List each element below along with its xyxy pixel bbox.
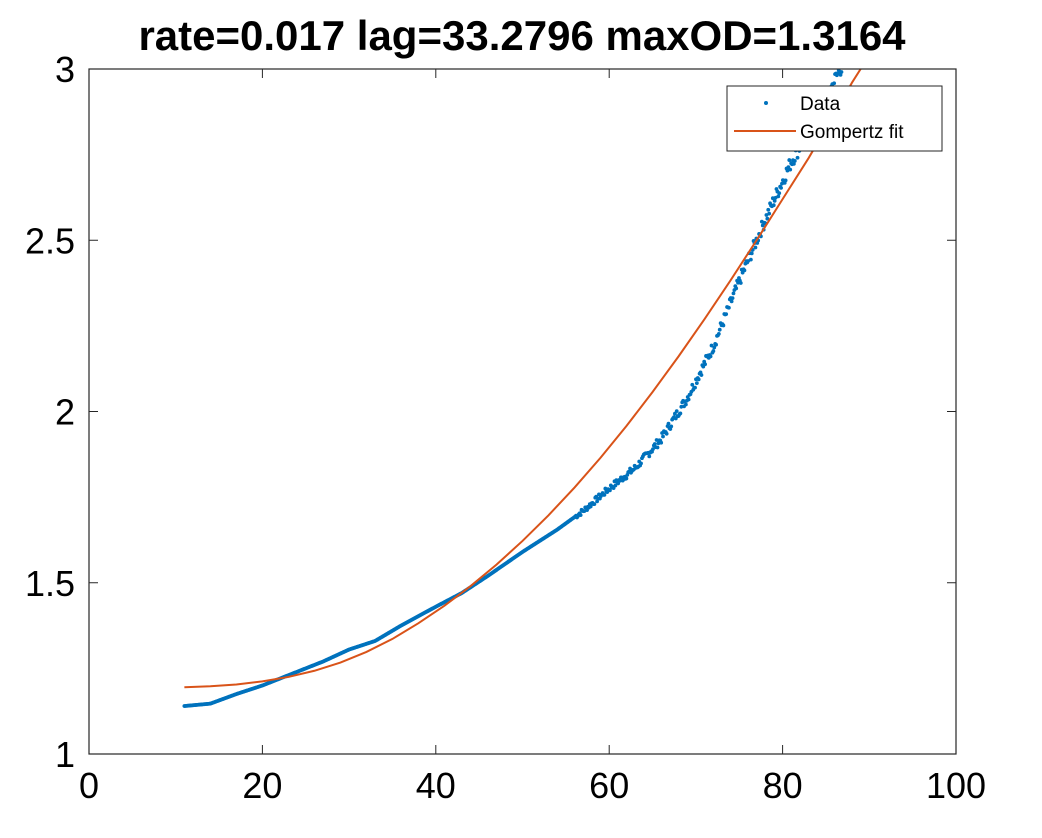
legend-fit-label: Gompertz fit	[800, 122, 904, 143]
data-point	[678, 411, 683, 416]
data-point	[664, 431, 669, 436]
data-point	[840, 64, 844, 68]
data-point	[724, 312, 729, 317]
data-point	[669, 424, 674, 429]
data-point	[765, 216, 770, 221]
data-point	[654, 438, 659, 442]
gompertz-fit-line	[184, 69, 862, 689]
y-tick-label: 2.5	[25, 220, 75, 261]
data-point	[661, 434, 665, 439]
data-point	[729, 299, 734, 304]
data-point	[742, 268, 747, 273]
data-point	[712, 345, 717, 350]
x-axis-ticks: 0 20 40 60 80 100	[79, 69, 986, 806]
data-point	[788, 167, 793, 172]
x-tick-label: 80	[763, 765, 803, 806]
y-tick-label: 1	[55, 734, 75, 775]
data-point	[578, 513, 583, 517]
data-point	[795, 155, 800, 160]
data-point	[832, 81, 837, 86]
data-point	[666, 421, 671, 426]
data-point	[696, 377, 701, 382]
data-point	[753, 245, 758, 250]
data-point	[766, 207, 771, 212]
legend-data-label: Data	[800, 94, 841, 115]
data-point	[734, 286, 739, 291]
data-point	[748, 257, 753, 262]
data-point	[711, 349, 716, 353]
y-axis-ticks: 1 1.5 2 2.5 3	[25, 49, 956, 775]
data-point	[686, 397, 691, 402]
x-tick-label: 0	[79, 765, 99, 806]
data-point	[613, 483, 618, 488]
data-point	[717, 327, 722, 332]
legend: Data Gompertz fit	[726, 85, 943, 152]
data-point	[779, 185, 783, 190]
data-point	[639, 461, 643, 466]
data-point	[738, 281, 743, 285]
data-point	[690, 382, 695, 387]
y-tick-label: 1.5	[25, 563, 75, 604]
x-tick-label: 20	[242, 765, 282, 806]
data-point	[595, 499, 600, 504]
data-point	[726, 305, 731, 310]
data-point	[708, 354, 713, 359]
data-point	[730, 296, 735, 301]
data-point	[787, 158, 792, 162]
data-point	[731, 291, 736, 296]
data-point	[693, 385, 697, 390]
data-point	[783, 178, 788, 183]
data-point	[588, 504, 593, 509]
data-point	[714, 342, 718, 347]
y-tick-label: 3	[55, 49, 75, 90]
data-point	[624, 476, 629, 481]
data-point	[777, 191, 782, 196]
data-point	[721, 323, 726, 328]
data-point	[699, 373, 704, 377]
data-point	[749, 251, 754, 256]
data-point	[602, 492, 607, 497]
data-point	[608, 488, 612, 493]
data-point	[616, 481, 621, 486]
data-point	[792, 159, 797, 163]
x-tick-label: 60	[589, 765, 629, 806]
x-tick-label: 40	[416, 765, 456, 806]
data-point	[791, 162, 796, 166]
data-point	[655, 445, 660, 450]
data-point	[659, 440, 664, 445]
data-point	[683, 402, 688, 407]
data-point	[651, 447, 655, 452]
data-point	[674, 409, 679, 414]
data-point	[839, 70, 844, 74]
data-point	[772, 198, 777, 203]
data-point	[767, 211, 772, 216]
x-tick-label: 100	[926, 765, 986, 806]
data-point	[652, 442, 657, 446]
y-tick-label: 2	[55, 392, 75, 433]
data-point	[776, 194, 781, 199]
data-point	[647, 454, 652, 459]
chart-title: rate=0.017 lag=33.2796 maxOD=1.3164	[138, 12, 906, 59]
data-point	[694, 381, 699, 386]
data-point	[703, 362, 707, 367]
data-point	[618, 478, 622, 483]
data-point	[716, 331, 721, 336]
plot-area	[89, 69, 956, 754]
data-point	[592, 502, 597, 506]
data-point	[771, 203, 776, 208]
plot-frame	[88, 68, 957, 755]
data-point	[760, 223, 765, 228]
data-point	[709, 343, 714, 348]
legend-data-marker	[764, 101, 768, 105]
legend-box	[726, 85, 943, 152]
